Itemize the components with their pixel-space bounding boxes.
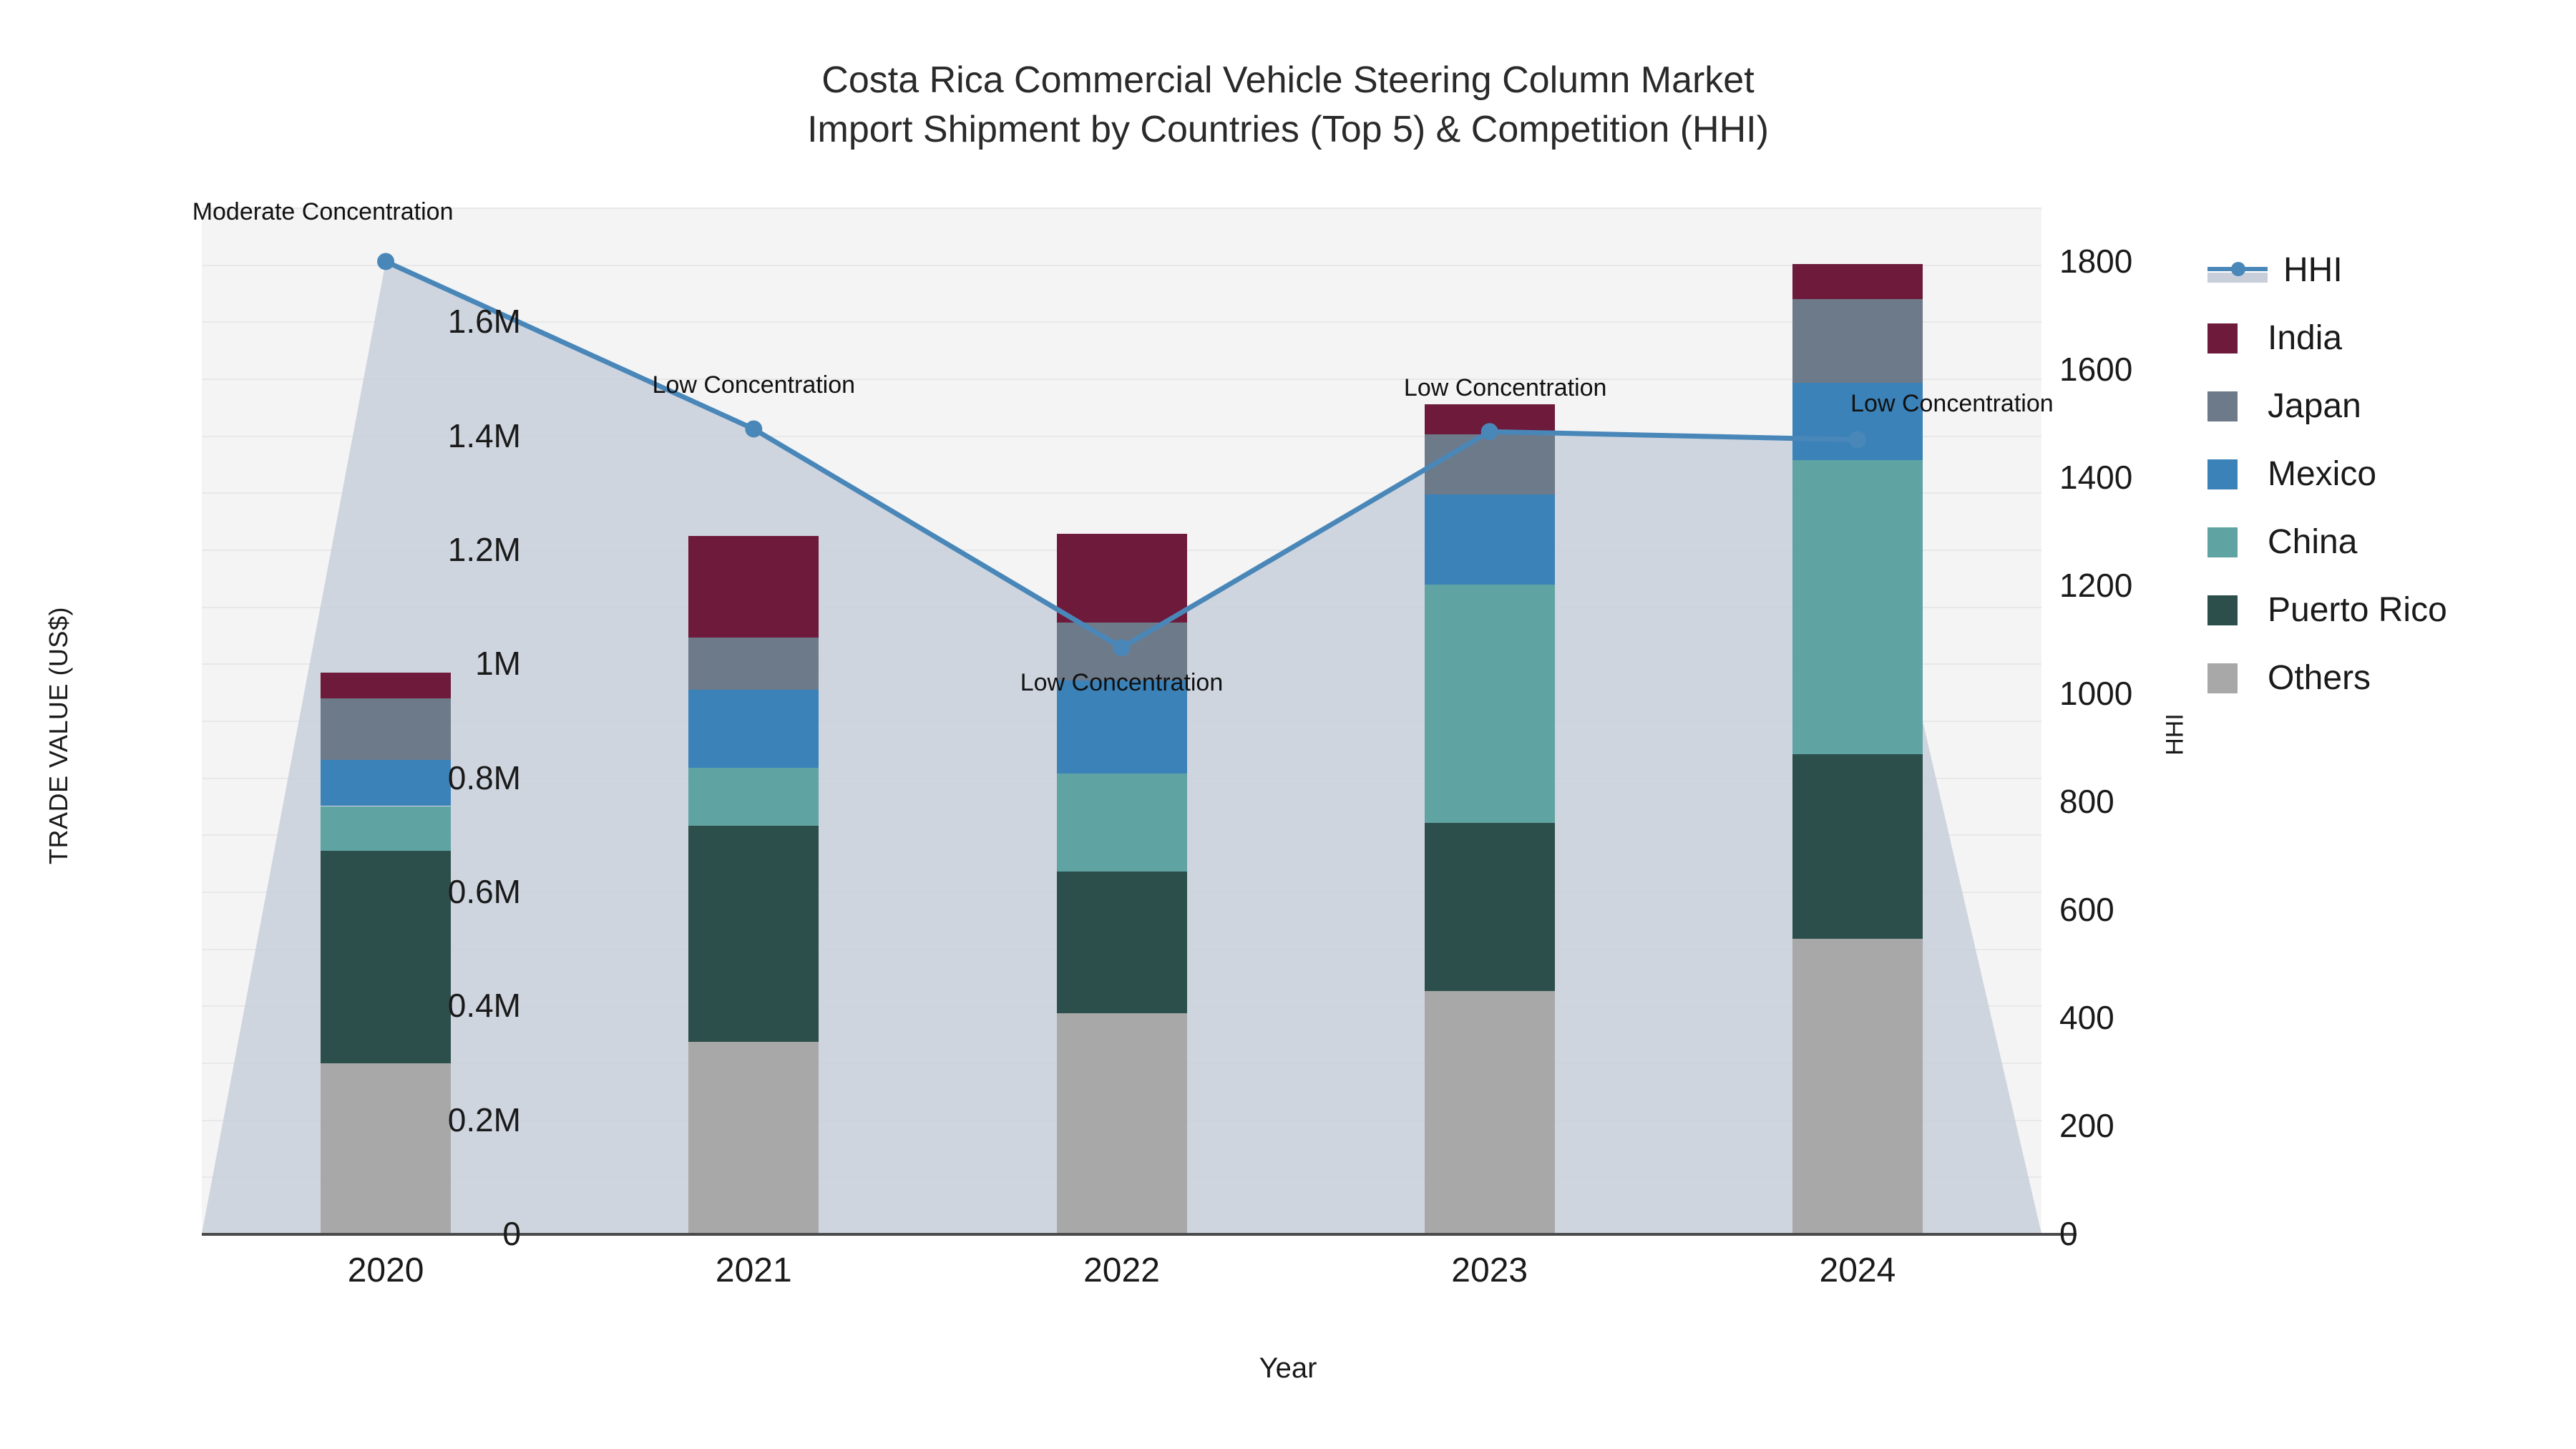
x-tick-2023: 2023 <box>1451 1252 1528 1289</box>
bar-segment-puerto-rico-2023[interactable] <box>1424 822 1555 992</box>
bar-segment-india-2022[interactable] <box>1056 533 1187 623</box>
legend-label: Japan <box>2268 387 2361 425</box>
y-tick-right-1600: 1600 <box>2059 351 2133 389</box>
y-tick-left-0: 0 <box>502 1215 521 1252</box>
gridline <box>202 435 2041 437</box>
bar-segment-others-2023[interactable] <box>1424 991 1555 1234</box>
plot-area: Moderate Concentration Low Concentration L… <box>192 198 2054 1235</box>
y-tick-right-1000: 1000 <box>2059 675 2133 713</box>
y-tick-left-1.2M: 1.2M <box>447 531 521 568</box>
y-tick-right-600: 600 <box>2059 891 2114 929</box>
y-tick-right-1800: 1800 <box>2059 243 2133 280</box>
x-axis-line <box>202 1233 2077 1236</box>
bar-segment-others-2021[interactable] <box>688 1041 819 1234</box>
bar-segment-puerto-rico-2021[interactable] <box>688 826 819 1042</box>
concentration-annotation-2020: Moderate Concentration <box>192 198 454 226</box>
y-tick-right-400: 400 <box>2059 999 2114 1037</box>
legend-swatch-icon <box>2207 527 2238 557</box>
x-tick-2024: 2024 <box>1819 1252 1896 1289</box>
bar-segment-mexico-2021[interactable] <box>688 689 819 769</box>
hhi-marker-2024 <box>1848 431 1866 449</box>
bar-segment-others-2020[interactable] <box>321 1063 452 1234</box>
legend-label: India <box>2268 319 2343 357</box>
legend-item-india[interactable]: India <box>2207 304 2447 372</box>
y-tick-left-1.4M: 1.4M <box>447 416 521 454</box>
bar-segment-mexico-2023[interactable] <box>1424 494 1555 585</box>
y-tick-left-0.2M: 0.2M <box>447 1101 521 1138</box>
bar-segment-india-2021[interactable] <box>688 535 819 638</box>
x-tick-2021: 2021 <box>715 1252 792 1289</box>
bar-segment-japan-2020[interactable] <box>321 698 452 760</box>
bar-segment-china-2024[interactable] <box>1792 459 1923 754</box>
bar-segment-china-2023[interactable] <box>1424 585 1555 823</box>
y-tick-right-1200: 1200 <box>2059 567 2133 605</box>
bar-segment-japan-2023[interactable] <box>1424 434 1555 494</box>
legend-item-china[interactable]: China <box>2207 508 2447 576</box>
y-tick-left-0.8M: 0.8M <box>447 758 521 796</box>
y-tick-right-800: 800 <box>2059 783 2114 821</box>
x-tick-2020: 2020 <box>347 1252 424 1289</box>
y-tick-left-1M: 1M <box>475 645 521 683</box>
legend-label: Mexico <box>2268 455 2377 493</box>
y-tick-right-1400: 1400 <box>2059 459 2133 497</box>
y-tick-left-1.6M: 1.6M <box>447 303 521 341</box>
bar-segment-mexico-2022[interactable] <box>1056 680 1187 774</box>
y-tick-left-0.6M: 0.6M <box>447 873 521 910</box>
chart-title-line-2: Import Shipment by Countries (Top 5) & C… <box>807 108 1769 150</box>
concentration-annotation-2022: Low Concentration <box>1020 669 1224 697</box>
legend-label: HHI <box>2283 251 2343 289</box>
chart-legend: HHI India Japan Mexico China Puerto Rico Other… <box>2207 236 2447 712</box>
bar-segment-china-2022[interactable] <box>1056 774 1187 872</box>
y-tick-right-200: 200 <box>2059 1107 2114 1145</box>
legend-line-key-icon <box>2207 255 2268 286</box>
gridline <box>202 492 2041 494</box>
concentration-annotation-2024: Low Concentration <box>1850 389 2054 417</box>
y-tick-left-0.4M: 0.4M <box>447 987 521 1025</box>
bar-segment-china-2020[interactable] <box>321 806 452 852</box>
legend-swatch-icon <box>2207 391 2238 421</box>
gridline <box>202 321 2041 323</box>
legend-item-puerto-rico[interactable]: Puerto Rico <box>2207 576 2447 644</box>
hhi-marker-2021 <box>745 420 763 438</box>
legend-item-japan[interactable]: Japan <box>2207 372 2447 440</box>
legend-swatch-icon <box>2207 459 2238 489</box>
hhi-marker-2023 <box>1480 423 1498 441</box>
gridline <box>202 379 2041 380</box>
chart-title-line-1: Costa Rica Commercial Vehicle Steering C… <box>821 59 1755 101</box>
legend-item-hhi[interactable]: HHI <box>2207 236 2447 304</box>
bar-segment-mexico-2020[interactable] <box>321 759 452 806</box>
y-tick-right-0: 0 <box>2059 1215 2078 1252</box>
hhi-marker-2022 <box>1113 639 1131 657</box>
bar-segment-puerto-rico-2024[interactable] <box>1792 754 1923 940</box>
bar-segment-puerto-rico-2020[interactable] <box>321 851 452 1063</box>
gridline <box>202 208 2041 209</box>
legend-item-others[interactable]: Others <box>2207 644 2447 712</box>
legend-label: China <box>2268 523 2358 561</box>
legend-swatch-icon <box>2207 595 2238 625</box>
legend-label: Puerto Rico <box>2268 591 2447 629</box>
x-axis-label: Year <box>1259 1352 1317 1384</box>
y-axis-left-label: TRADE VALUE (US$) <box>44 607 73 864</box>
legend-item-mexico[interactable]: Mexico <box>2207 440 2447 508</box>
legend-swatch-icon <box>2207 663 2238 693</box>
bar-segment-puerto-rico-2022[interactable] <box>1056 872 1187 1013</box>
bar-segment-japan-2021[interactable] <box>688 638 819 690</box>
bar-segment-japan-2024[interactable] <box>1792 299 1923 383</box>
legend-label: Others <box>2268 659 2371 697</box>
gridline <box>202 264 2041 266</box>
hhi-line-series[interactable] <box>202 208 2041 1234</box>
y-axis-right-label: HHI <box>2161 713 2189 756</box>
concentration-annotation-2023: Low Concentration <box>1403 374 1607 402</box>
bar-segment-india-2020[interactable] <box>321 673 452 698</box>
bar-segment-others-2024[interactable] <box>1792 939 1923 1234</box>
x-tick-2022: 2022 <box>1083 1252 1160 1289</box>
chart-title: Costa Rica Commercial Vehicle Steering C… <box>0 56 2576 154</box>
bar-segment-others-2022[interactable] <box>1056 1013 1187 1234</box>
legend-swatch-icon <box>2207 323 2238 353</box>
hhi-marker-2020 <box>377 253 395 270</box>
bar-segment-india-2024[interactable] <box>1792 263 1923 300</box>
bar-segment-china-2021[interactable] <box>688 768 819 826</box>
concentration-annotation-2021: Low Concentration <box>652 371 856 399</box>
